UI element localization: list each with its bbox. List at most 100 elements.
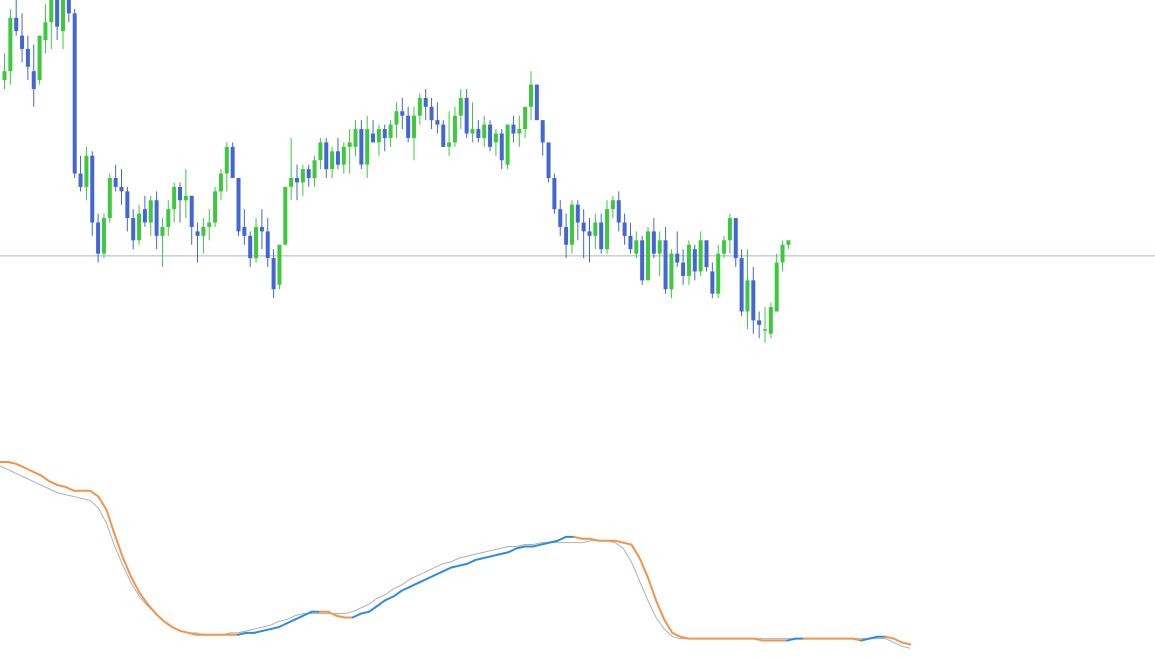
candle-body (8, 17, 13, 72)
candle-body (224, 146, 229, 174)
candle-body (25, 48, 30, 67)
candle-body (610, 200, 615, 210)
indicator-segment (15, 462, 26, 469)
indicator-segment (753, 637, 764, 642)
indicator-segment (860, 637, 871, 642)
indicator-segment (901, 641, 912, 646)
candle-body (306, 169, 311, 178)
candle-body (324, 142, 329, 170)
candle-body (318, 142, 323, 161)
candle-body (587, 231, 592, 236)
candle-body (330, 151, 335, 170)
candle-body (686, 244, 691, 276)
candle-body (622, 222, 627, 236)
candle-body (101, 218, 106, 254)
indicator-segment (441, 566, 452, 573)
candle-body (768, 307, 773, 334)
candle-body (271, 258, 276, 290)
indicator-segment (130, 576, 141, 594)
candle-body (300, 169, 305, 183)
candle-body (43, 22, 48, 41)
candle-body (628, 235, 633, 250)
indicator-segment (532, 543, 543, 548)
candle-body (353, 129, 358, 147)
indicator-segment (655, 599, 666, 621)
candle-body (780, 244, 785, 263)
indicator-segment (491, 553, 502, 558)
candle-body (195, 231, 200, 236)
candle-body (517, 129, 522, 134)
indicator-segment (392, 589, 403, 598)
candle-body (634, 240, 639, 254)
indicator-segment (548, 539, 559, 544)
indicator-segment (31, 470, 42, 477)
indicator-segment (154, 612, 165, 623)
candle-body (154, 200, 159, 236)
candle-body (751, 280, 756, 321)
candle-body (137, 213, 142, 241)
indicator-segment (335, 614, 346, 619)
candle-body (84, 155, 89, 187)
candle-body (675, 253, 680, 263)
candle-body (534, 84, 539, 121)
candle-body (739, 258, 744, 312)
candle-body (376, 129, 381, 143)
candle-body (66, 0, 71, 14)
candle-body (96, 222, 101, 254)
indicator-segment (179, 629, 190, 634)
candle-body (359, 129, 364, 165)
candle-body (757, 320, 762, 325)
indicator-segment (425, 574, 436, 581)
indicator-segment (277, 622, 288, 629)
candle-body (470, 129, 475, 134)
candle-body (90, 155, 95, 223)
indicator-segment (253, 629, 264, 634)
candle-body (277, 244, 282, 285)
candle-body (692, 249, 697, 272)
candle-body (189, 195, 194, 227)
candle-body (447, 142, 452, 147)
indicator-segment (466, 558, 477, 565)
indicator-segment (138, 591, 149, 606)
indicator-segment (646, 576, 657, 602)
indicator-segment (499, 551, 510, 556)
candle-body (236, 178, 241, 232)
indicator-segment (56, 484, 67, 488)
candle-body (774, 262, 779, 312)
candle-body (283, 186, 288, 245)
candle-body (113, 178, 118, 187)
candle-body (505, 124, 510, 165)
indicator-segment (868, 635, 879, 640)
indicator-segment (458, 562, 469, 567)
indicator-segment (556, 535, 567, 542)
indicator-segment (417, 578, 428, 584)
candle-body (341, 146, 346, 165)
candle-body (458, 97, 463, 116)
candle-body (242, 226, 247, 236)
candle-body (435, 120, 440, 125)
indicator-segment (105, 509, 116, 536)
candle-body (669, 253, 674, 290)
candle-body (183, 195, 188, 201)
candle-body (142, 209, 147, 223)
indicator-segment (884, 635, 895, 640)
candle-body (786, 240, 791, 245)
candle-body (55, 0, 60, 27)
candle-body (31, 71, 36, 89)
candle-body (441, 124, 446, 147)
candle-body (248, 235, 253, 259)
candle-body (365, 129, 370, 165)
candle-body (581, 222, 586, 232)
candle-body (599, 222, 604, 250)
indicator-segment (786, 637, 797, 642)
candle-body (552, 178, 557, 210)
candle-body (14, 17, 19, 32)
candle-body (172, 186, 177, 210)
candle-body (37, 35, 42, 81)
indicator-segment (97, 495, 108, 511)
candle-body (727, 218, 732, 241)
candle-body (546, 142, 551, 178)
indicator-segment (40, 474, 51, 483)
candle-body (72, 13, 77, 174)
